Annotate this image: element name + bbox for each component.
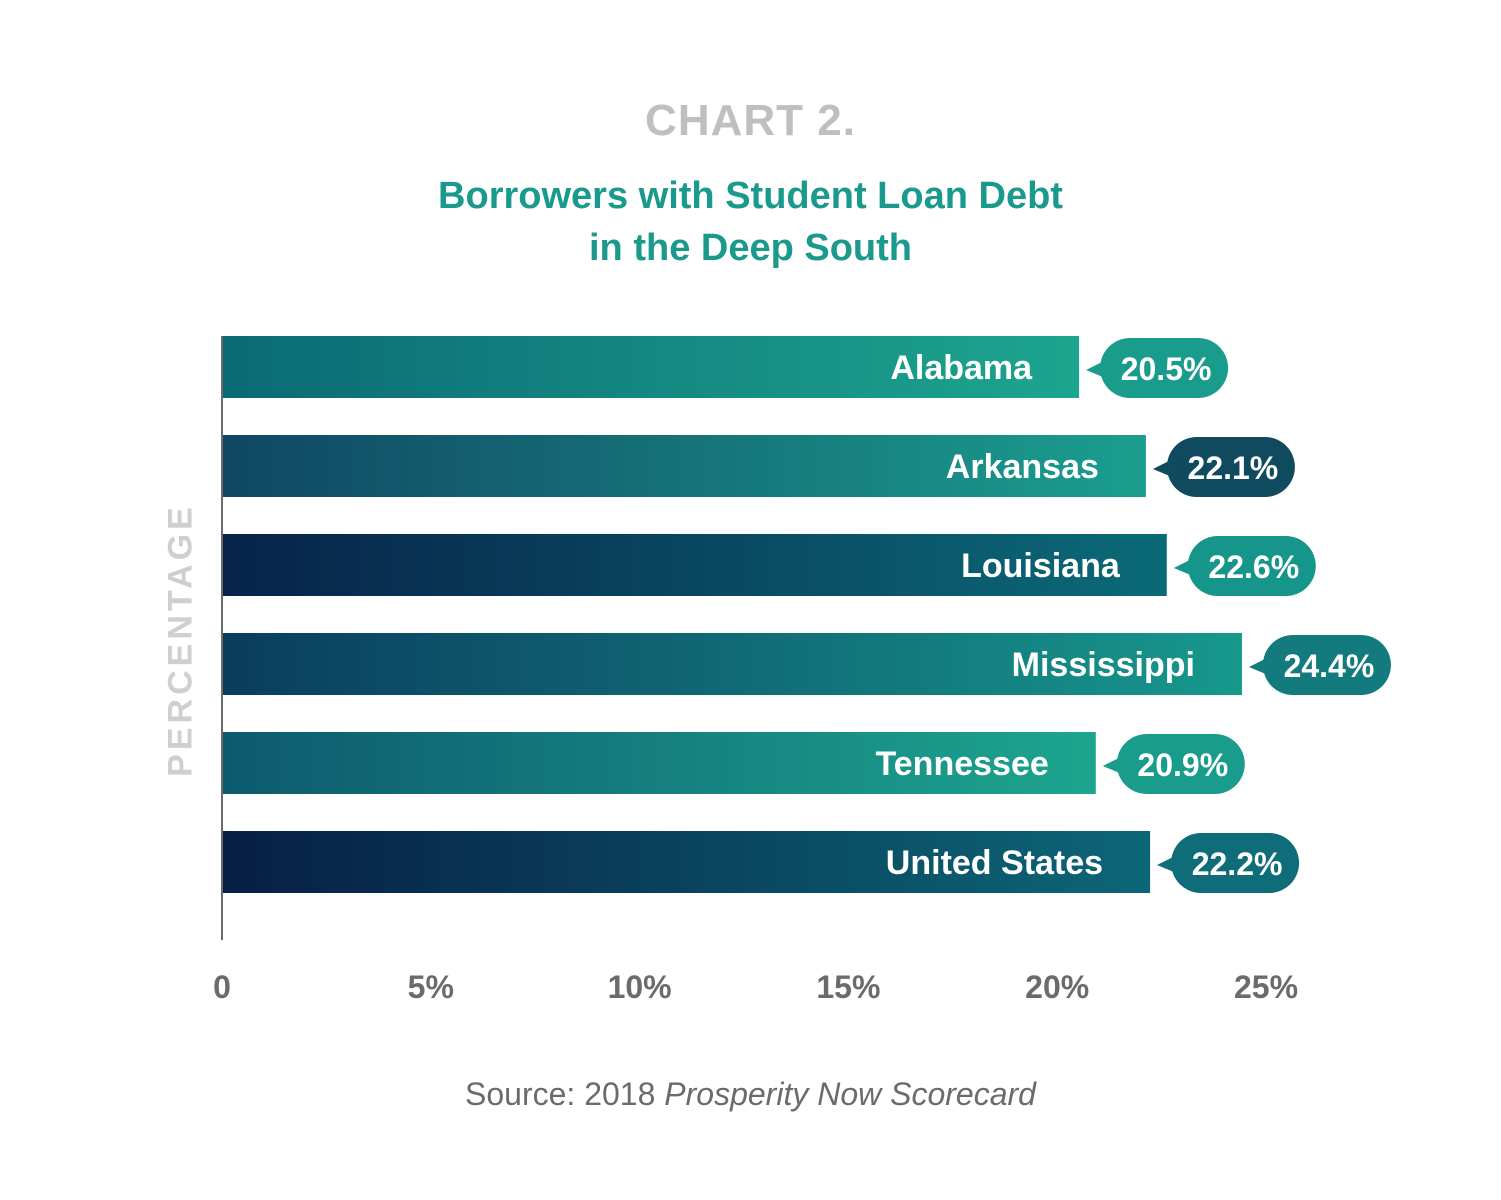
callout-bubble — [1262, 635, 1391, 695]
bar-value-label: 20.9% — [1137, 747, 1228, 783]
chart-label: CHART 2. — [645, 96, 856, 145]
callout-pointer — [1157, 853, 1182, 875]
x-tick-label: 10% — [608, 969, 672, 1005]
source-prefix: Source: 2018 — [465, 1076, 656, 1112]
bar — [223, 435, 1146, 497]
x-tick-label: 15% — [816, 969, 880, 1005]
bar — [223, 732, 1096, 794]
bar — [223, 336, 1080, 398]
bar-value-label: 22.2% — [1192, 846, 1283, 882]
callout-pointer — [1086, 358, 1111, 380]
source-publication: Prosperity Now Scorecard — [664, 1076, 1036, 1112]
callout-bubble — [1100, 338, 1229, 398]
value-callout: 22.6% — [1173, 536, 1316, 596]
bar — [223, 831, 1151, 893]
bar — [223, 633, 1242, 695]
callout-bubble — [1171, 833, 1300, 893]
value-callout: 20.9% — [1102, 734, 1245, 794]
callout-pointer — [1248, 655, 1273, 677]
chart-title-line-2: in the Deep South — [589, 227, 912, 269]
x-tick-label: 25% — [1234, 969, 1298, 1005]
callout-pointer — [1173, 556, 1198, 578]
bar-category-label: Louisiana — [961, 547, 1121, 585]
bar-value-label: 24.4% — [1284, 648, 1375, 684]
x-tick-label: 5% — [408, 969, 454, 1005]
bar-value-label: 22.6% — [1208, 549, 1299, 585]
bar-category-label: Alabama — [890, 349, 1033, 387]
source-note: Source: 2018 Prosperity Now Scorecard — [0, 1076, 1501, 1113]
value-callout: 22.1% — [1152, 437, 1295, 497]
bar-value-label: 22.1% — [1188, 450, 1279, 486]
bar — [223, 534, 1167, 596]
callout-bubble — [1187, 536, 1316, 596]
chart-title: Borrowers with Student Loan Debt in the … — [0, 170, 1501, 274]
callout-bubble — [1166, 437, 1295, 497]
bar-category-label: United States — [886, 844, 1103, 882]
callout-bubble — [1116, 734, 1245, 794]
value-callout: 20.5% — [1086, 338, 1229, 398]
bar-value-label: 20.5% — [1121, 351, 1212, 387]
x-tick-label: 20% — [1025, 969, 1089, 1005]
callout-pointer — [1152, 457, 1177, 479]
x-tick-label: 0 — [213, 969, 231, 1005]
bar-category-label: Mississippi — [1012, 646, 1195, 684]
callout-pointer — [1102, 754, 1127, 776]
bar-category-label: Tennessee — [876, 745, 1049, 783]
value-callout: 24.4% — [1248, 635, 1391, 695]
value-callout: 22.2% — [1157, 833, 1300, 893]
chart-title-line-1: Borrowers with Student Loan Debt — [438, 175, 1063, 217]
bar-category-label: Arkansas — [946, 448, 1099, 486]
